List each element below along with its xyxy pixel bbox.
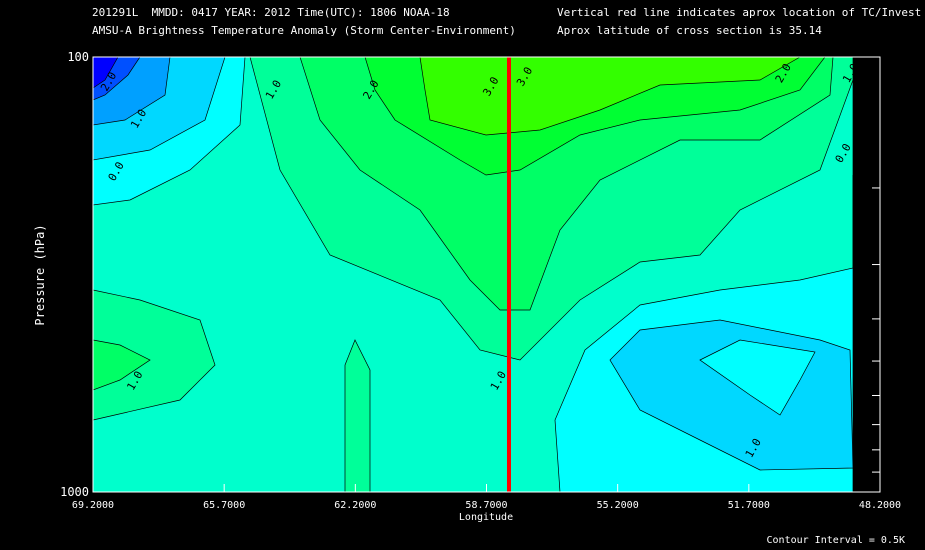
header-line2-left: AMSU-A Brightness Temperature Anomaly (S…: [92, 24, 516, 37]
x-axis-ticks: 69.2000 65.7000 62.2000 58.7000 55.2000 51.70…: [72, 484, 901, 511]
header-line1-right: Vertical red line indicates aprox locati…: [557, 6, 922, 19]
y-axis-label: Pressure (hPa): [33, 224, 47, 325]
contour-region-6: [699, 339, 816, 416]
x-axis-label: Longitude: [459, 512, 513, 523]
y-tick-label-1: 1000: [60, 485, 89, 499]
contour-region-15: [419, 56, 802, 136]
x-tick-label-6: 48.2000: [859, 500, 901, 511]
x-tick-label-0: 69.2000: [72, 500, 114, 511]
header-line1-left: 201291L MMDD: 0417 YEAR: 2012 Time(UTC):…: [92, 6, 450, 19]
y-axis-ticks: 100 1000: [60, 50, 880, 499]
contour-region-12: [344, 339, 371, 493]
y-tick-label-0: 100: [67, 50, 89, 64]
x-tick-label-3: 58.7000: [465, 500, 507, 511]
x-tick-label-2: 62.2000: [334, 500, 376, 511]
header-line2-right: Aprox latitude of cross section is 35.14: [557, 24, 822, 37]
contour-interval-note: Contour Interval = 0.5K: [767, 535, 905, 546]
contour-fills: [92, 56, 854, 493]
x-tick-label-4: 55.2000: [597, 500, 639, 511]
x-tick-label-1: 65.7000: [203, 500, 245, 511]
x-tick-label-5: 51.7000: [728, 500, 770, 511]
